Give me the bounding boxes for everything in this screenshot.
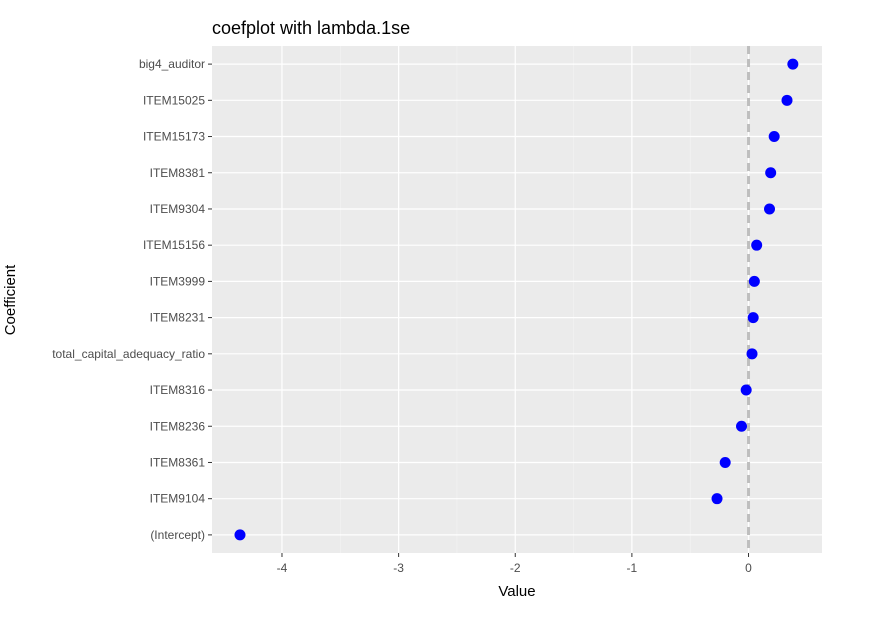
y-tick-label: ITEM15156: [143, 238, 205, 252]
x-tick-label: -4: [277, 561, 288, 575]
data-point: [746, 348, 758, 360]
y-tick-label: ITEM15025: [143, 93, 205, 107]
y-tick-label: ITEM9304: [150, 202, 206, 216]
x-tick-label: -2: [510, 561, 521, 575]
y-tick-label: ITEM9104: [150, 492, 206, 506]
data-point: [764, 203, 776, 215]
x-tick-label: 0: [745, 561, 752, 575]
data-point: [234, 529, 246, 541]
data-point: [719, 456, 731, 468]
y-tick-label: ITEM8316: [150, 383, 206, 397]
data-point: [751, 239, 763, 251]
data-point: [711, 493, 723, 505]
data-point: [740, 384, 752, 396]
y-tick-label: ITEM8236: [150, 419, 206, 433]
x-tick-label: -1: [627, 561, 638, 575]
x-axis-title: Value: [498, 583, 535, 600]
data-point: [765, 167, 777, 179]
data-point: [747, 312, 759, 324]
y-tick-label: ITEM8381: [150, 166, 206, 180]
y-tick-label: big4_auditor: [139, 57, 205, 71]
x-axis: -4 -3 -2 -1 0: [277, 553, 752, 575]
y-tick-label: ITEM15173: [143, 130, 205, 144]
y-axis: big4_auditor ITEM15025 ITEM15173 ITEM8381 IT…: [52, 57, 212, 542]
chart-title: coefplot with lambda.1se: [212, 18, 410, 38]
y-tick-label: ITEM3999: [150, 274, 206, 288]
y-tick-label: ITEM8361: [150, 455, 206, 469]
plot-panel: [212, 46, 822, 553]
data-point: [768, 131, 780, 143]
data-point: [736, 420, 748, 432]
y-tick-label: total_capital_adequacy_ratio: [52, 347, 205, 361]
data-point: [748, 275, 760, 287]
x-tick-label: -3: [393, 561, 404, 575]
data-point: [787, 58, 799, 70]
y-tick-label: (Intercept): [150, 528, 205, 542]
data-points: [234, 58, 799, 541]
data-point: [781, 94, 793, 106]
y-tick-label: ITEM8231: [150, 311, 206, 325]
y-axis-title: Coefficient: [2, 264, 19, 335]
